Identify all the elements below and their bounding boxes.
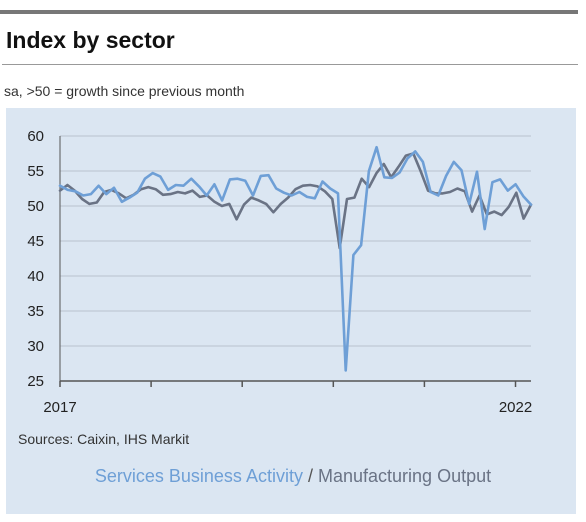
- source-note: Sources: Caixin, IHS Markit: [18, 431, 190, 447]
- x-tick-label: 2017: [43, 399, 76, 416]
- y-tick-label: 55: [27, 163, 44, 180]
- top-accent-bar: [0, 10, 578, 14]
- x-tick-label: 2022: [499, 399, 532, 416]
- legend-manufacturing: Manufacturing Output: [318, 466, 492, 486]
- y-tick-label: 60: [27, 128, 44, 145]
- y-tick-label: 45: [27, 233, 44, 250]
- chart-subtitle: sa, >50 = growth since previous month: [4, 83, 245, 99]
- y-tick-label: 30: [27, 338, 44, 355]
- y-tick-label: 40: [27, 268, 44, 285]
- chart-panel: 60 55 50 45 40 35 30 25 2017 2022 Sources: Caixin…: [6, 108, 576, 514]
- y-tick-label: 50: [27, 198, 44, 215]
- series-services-line: [58, 145, 533, 372]
- y-tick-label: 25: [27, 373, 44, 390]
- title-divider: [2, 64, 578, 65]
- legend: Services Business Activity / Manufacturi…: [0, 466, 586, 487]
- legend-services: Services Business Activity: [94, 466, 303, 486]
- y-tick-label: 35: [27, 303, 44, 320]
- legend-separator: /: [307, 466, 313, 486]
- line-chart: 60 55 50 45 40 35 30 25 2017 2022: [27, 128, 533, 416]
- chart-title: Index by sector: [6, 27, 175, 53]
